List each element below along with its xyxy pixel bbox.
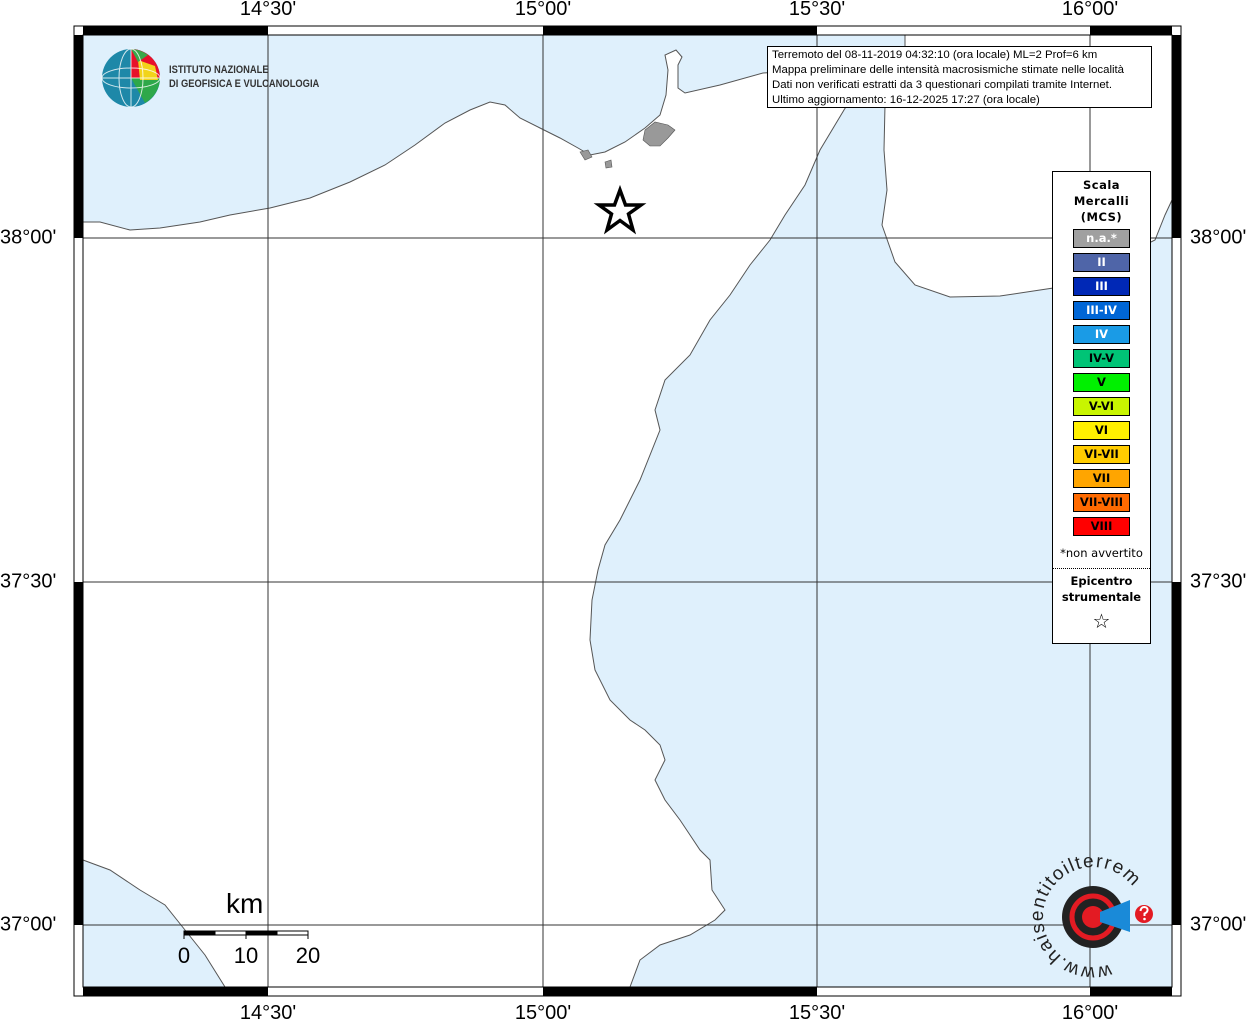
- map-frame: [73, 25, 1182, 997]
- legend-epi-line: strumentale: [1061, 590, 1142, 604]
- legend-item: VI-VII: [1073, 445, 1130, 464]
- lat-label-left: 38°00': [0, 226, 57, 249]
- legend-note: *non avvertito: [1060, 546, 1143, 560]
- epicenter-star-icon: [593, 184, 647, 235]
- mcs-legend: Scala Mercalli (MCS) n.a.* II III III-IV IV I…: [1052, 171, 1151, 644]
- star-icon: ☆: [1092, 609, 1111, 633]
- legend-item: VII: [1073, 469, 1130, 488]
- legend-item: V-VI: [1073, 397, 1130, 416]
- urban-areas: [579, 121, 676, 169]
- legend-epi-line: Epicentro: [1070, 574, 1133, 588]
- tyrrhenian-sea: [82, 34, 906, 231]
- lat-label-right: 37°00': [1190, 913, 1247, 936]
- lat-label-left: 37°30': [0, 570, 57, 593]
- legend-title-line: Scala: [1082, 178, 1121, 192]
- ingv-logo-globe-icon: [101, 48, 161, 108]
- legend-item: IV: [1073, 325, 1130, 344]
- lon-label-top: 14°30': [239, 0, 297, 20]
- scale-tick-label: 20: [295, 943, 321, 968]
- legend-item: VII-VIII: [1073, 493, 1130, 512]
- scale-bar: [183, 930, 309, 939]
- info-line: Ultimo aggiornamento: 16-12-2025 17:27 (…: [772, 94, 1040, 106]
- lon-label-bottom: 16°00': [1061, 1002, 1119, 1024]
- legend-title: Scala Mercalli (MCS): [1053, 177, 1150, 225]
- legend-title-line: (MCS): [1080, 210, 1123, 224]
- lon-label-bottom: 15°30': [788, 1002, 846, 1024]
- info-line: Terremoto del 08-11-2019 04:32:10 (ora l…: [772, 49, 1098, 61]
- ingv-logo-text: ISTITUTO NAZIONALE DI GEOFISICA E VULCAN…: [169, 63, 319, 91]
- scale-tick-label: 10: [233, 943, 259, 968]
- lat-label-right: 38°00': [1190, 226, 1247, 249]
- ionian-sea: [589, 104, 1173, 988]
- lat-label-left: 37°00': [0, 913, 57, 936]
- ingv-line2: DI GEOFISICA E VULCANOLOGIA: [169, 78, 320, 90]
- legend-divider: [1053, 568, 1150, 569]
- ingv-line1: ISTITUTO NAZIONALE: [169, 64, 269, 76]
- scale-unit: km: [226, 888, 264, 919]
- info-line: Mappa preliminare delle intensità macros…: [772, 64, 1125, 76]
- legend-item: V: [1073, 373, 1130, 392]
- info-line: Dati non verificati estratti da 3 questi…: [772, 79, 1112, 91]
- legend-item: II: [1073, 253, 1130, 272]
- graticule: [83, 35, 1172, 987]
- event-info-box: Terremoto del 08-11-2019 04:32:10 (ora l…: [767, 46, 1152, 108]
- legend-item: III-IV: [1073, 301, 1130, 320]
- legend-item: VIII: [1073, 517, 1130, 536]
- legend-item: IV-V: [1073, 349, 1130, 368]
- scale-tick-label: 0: [177, 943, 191, 968]
- legend-epicenter-label: Epicentro strumentale: [1053, 573, 1150, 605]
- lat-label-right: 37°30': [1190, 570, 1247, 593]
- legend-item: n.a.*: [1073, 229, 1130, 248]
- sea: [82, 34, 1173, 988]
- lon-label-top: 15°00': [514, 0, 572, 20]
- lon-label-bottom: 15°00': [514, 1002, 572, 1024]
- lon-label-bottom: 14°30': [239, 1002, 297, 1024]
- legend-item: VI: [1073, 421, 1130, 440]
- lon-label-top: 16°00': [1061, 0, 1119, 20]
- legend-item: III: [1073, 277, 1130, 296]
- lon-label-top: 15°30': [788, 0, 846, 20]
- legend-title-line: Mercalli: [1073, 194, 1130, 208]
